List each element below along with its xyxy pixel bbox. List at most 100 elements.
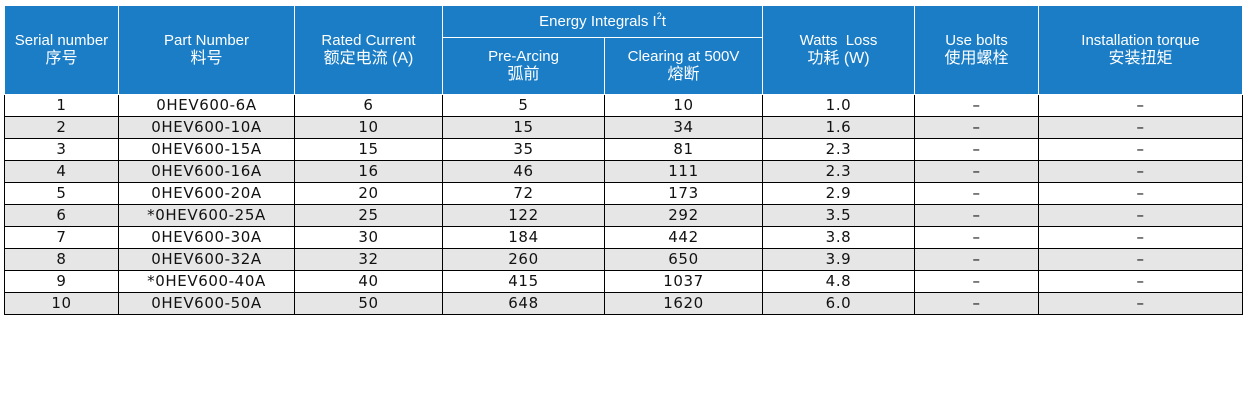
cell-serial: 4 — [4, 160, 119, 183]
table-row: 4 0HEV600-16A 16 46 111 2.3 – – — [4, 160, 1243, 183]
header-part-en: Part Number — [163, 32, 250, 49]
header-pre-zh: 弧前 — [507, 66, 540, 83]
cell-use-bolts: – — [914, 248, 1039, 271]
header-clear-en: Clearing at 500V — [627, 48, 740, 65]
cell-serial: 2 — [4, 116, 119, 139]
cell-serial: 6 — [4, 204, 119, 227]
cell-pre-arcing: 35 — [442, 138, 605, 161]
cell-watts-loss: 2.3 — [762, 160, 915, 183]
cell-part-number: 0HEV600-15A — [118, 138, 295, 161]
cell-clearing: 650 — [604, 248, 763, 271]
cell-part-number: *0HEV600-25A — [118, 204, 295, 227]
header-watts-zh: 功耗 (W) — [807, 50, 870, 67]
cell-pre-arcing: 260 — [442, 248, 605, 271]
cell-serial: 10 — [4, 292, 119, 315]
cell-pre-arcing: 415 — [442, 270, 605, 293]
header-energy-sup: 2 — [656, 10, 662, 21]
cell-rated-current: 16 — [294, 160, 443, 183]
cell-pre-arcing: 122 — [442, 204, 605, 227]
header-pre-arcing: Pre-Arcing 弧前 — [442, 37, 605, 95]
cell-clearing: 1037 — [604, 270, 763, 293]
header-watts-en: Watts Loss — [799, 32, 878, 49]
header-energy-integrals: Energy Integrals I2t — [442, 5, 763, 38]
cell-clearing: 111 — [604, 160, 763, 183]
cell-serial: 1 — [4, 94, 119, 117]
cell-clearing: 292 — [604, 204, 763, 227]
cell-watts-loss: 3.9 — [762, 248, 915, 271]
cell-use-bolts: – — [914, 160, 1039, 183]
cell-rated-current: 30 — [294, 226, 443, 249]
cell-rated-current: 6 — [294, 94, 443, 117]
header-serial-en: Serial number — [14, 32, 109, 49]
cell-use-bolts: – — [914, 270, 1039, 293]
header-serial-zh: 序号 — [45, 50, 78, 67]
cell-serial: 3 — [4, 138, 119, 161]
cell-installation-torque: – — [1038, 160, 1243, 183]
cell-watts-loss: 1.0 — [762, 94, 915, 117]
cell-rated-current: 25 — [294, 204, 443, 227]
table-row: 6 *0HEV600-25A 25 122 292 3.5 – – — [4, 204, 1243, 227]
cell-use-bolts: – — [914, 292, 1039, 315]
fuse-spec-table: Serial number 序号 Part Number 料号 Rated Cu… — [4, 5, 1243, 315]
header-clearing: Clearing at 500V 熔断 — [604, 37, 763, 95]
cell-pre-arcing: 5 — [442, 94, 605, 117]
table-row: 3 0HEV600-15A 15 35 81 2.3 – – — [4, 138, 1243, 161]
cell-use-bolts: – — [914, 94, 1039, 117]
header-rated-en: Rated Current — [321, 32, 416, 49]
cell-installation-torque: – — [1038, 138, 1243, 161]
cell-use-bolts: – — [914, 182, 1039, 205]
header-serial-number: Serial number 序号 — [4, 5, 119, 95]
header-energy-suffix: t — [661, 12, 666, 30]
cell-pre-arcing: 15 — [442, 116, 605, 139]
cell-watts-loss: 3.5 — [762, 204, 915, 227]
table-row: 5 0HEV600-20A 20 72 173 2.9 – – — [4, 182, 1243, 205]
header-energy-prefix: Energy Integrals I — [539, 12, 657, 30]
table-row: 8 0HEV600-32A 32 260 650 3.9 – – — [4, 248, 1243, 271]
table-row: 2 0HEV600-10A 10 15 34 1.6 – – — [4, 116, 1243, 139]
cell-use-bolts: – — [914, 226, 1039, 249]
cell-part-number: 0HEV600-30A — [118, 226, 295, 249]
cell-part-number: 0HEV600-16A — [118, 160, 295, 183]
cell-part-number: 0HEV600-20A — [118, 182, 295, 205]
cell-rated-current: 20 — [294, 182, 443, 205]
cell-use-bolts: – — [914, 204, 1039, 227]
fuse-spec-table-wrapper: Serial number 序号 Part Number 料号 Rated Cu… — [4, 5, 1243, 315]
cell-watts-loss: 1.6 — [762, 116, 915, 139]
cell-serial: 9 — [4, 270, 119, 293]
table-row: 7 0HEV600-30A 30 184 442 3.8 – – — [4, 226, 1243, 249]
cell-part-number: *0HEV600-40A — [118, 270, 295, 293]
cell-serial: 8 — [4, 248, 119, 271]
cell-serial: 5 — [4, 182, 119, 205]
cell-installation-torque: – — [1038, 204, 1243, 227]
cell-installation-torque: – — [1038, 94, 1243, 117]
cell-installation-torque: – — [1038, 270, 1243, 293]
cell-installation-torque: – — [1038, 116, 1243, 139]
cell-part-number: 0HEV600-10A — [118, 116, 295, 139]
cell-watts-loss: 3.8 — [762, 226, 915, 249]
header-part-zh: 料号 — [190, 50, 223, 67]
cell-rated-current: 15 — [294, 138, 443, 161]
table-body: 1 0HEV600-6A 6 5 10 1.0 – – 2 0HEV600-10… — [4, 94, 1243, 315]
header-clear-zh: 熔断 — [667, 66, 700, 83]
cell-part-number: 0HEV600-50A — [118, 292, 295, 315]
header-pre-en: Pre-Arcing — [488, 48, 559, 65]
cell-clearing: 1620 — [604, 292, 763, 315]
cell-watts-loss: 4.8 — [762, 270, 915, 293]
header-installation-torque: Installation torque 安装扭矩 — [1038, 5, 1243, 95]
cell-clearing: 173 — [604, 182, 763, 205]
cell-pre-arcing: 46 — [442, 160, 605, 183]
table-row: 9 *0HEV600-40A 40 415 1037 4.8 – – — [4, 270, 1243, 293]
cell-clearing: 81 — [604, 138, 763, 161]
table-header: Serial number 序号 Part Number 料号 Rated Cu… — [4, 5, 1243, 95]
cell-watts-loss: 6.0 — [762, 292, 915, 315]
header-watts-loss: Watts Loss 功耗 (W) — [762, 5, 915, 95]
cell-installation-torque: – — [1038, 248, 1243, 271]
header-use-bolts: Use bolts 使用螺栓 — [914, 5, 1039, 95]
header-rated-zh: 额定电流 (A) — [323, 50, 414, 67]
header-bolts-zh: 使用螺栓 — [944, 50, 1009, 67]
cell-part-number: 0HEV600-6A — [118, 94, 295, 117]
cell-watts-loss: 2.9 — [762, 182, 915, 205]
header-torque-en: Installation torque — [1081, 32, 1200, 49]
cell-installation-torque: – — [1038, 226, 1243, 249]
cell-rated-current: 32 — [294, 248, 443, 271]
